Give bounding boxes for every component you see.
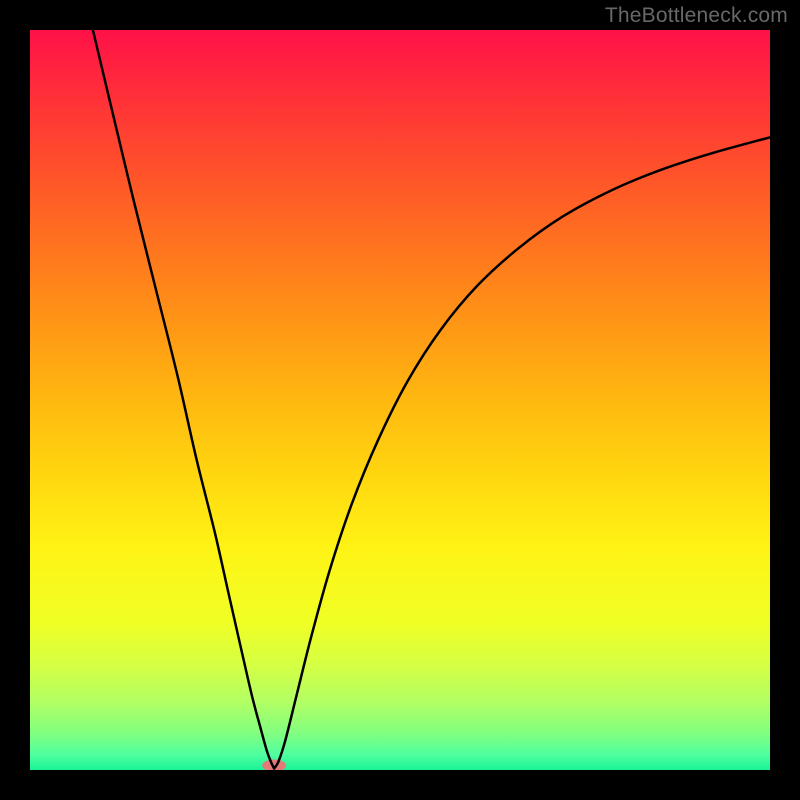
watermark-text: TheBottleneck.com — [605, 4, 788, 28]
chart-stage: TheBottleneck.com — [0, 0, 800, 800]
gradient-background — [30, 30, 770, 770]
plot-area — [30, 30, 770, 770]
plot-svg — [30, 30, 770, 770]
